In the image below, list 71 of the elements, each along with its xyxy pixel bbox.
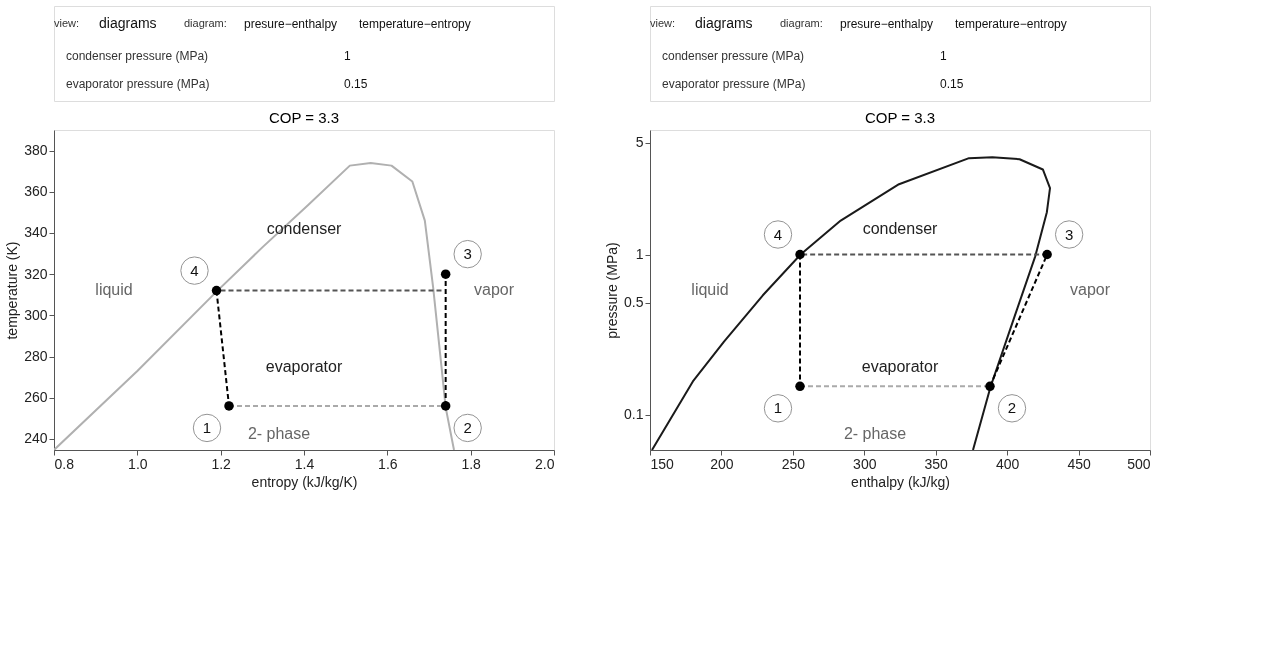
y-tick-label: 320 <box>24 265 48 282</box>
chart-title: COP = 3.3 <box>268 109 340 126</box>
annotation: 2 <box>1007 399 1017 417</box>
text: presure−enthalpy <box>244 17 338 31</box>
text: 0.15 <box>344 77 368 91</box>
annotation: liquid <box>95 281 133 298</box>
annotation: condenser <box>266 220 343 238</box>
y-tick-label: 1 <box>635 246 644 262</box>
x-tick-label: 1.8 <box>461 455 482 472</box>
x-tick-label: 2.0 <box>535 455 555 472</box>
x-tick-label: 450 <box>1067 455 1091 472</box>
text: diagram: <box>780 17 823 29</box>
annotation: evaporator <box>265 357 343 375</box>
x-tick-label: 1.6 <box>378 455 398 472</box>
text: 1 <box>344 49 351 63</box>
y-axis-title: pressure (MPa) <box>604 242 621 339</box>
x-tick-label: 300 <box>853 455 877 472</box>
x-tick-label: 200 <box>710 455 734 472</box>
line-series <box>54 161 455 450</box>
y-tick-label: 280 <box>24 348 48 365</box>
annotation: 4 <box>773 225 783 243</box>
y-tick-label: 360 <box>24 183 48 200</box>
y-tick-label: 240 <box>24 430 48 447</box>
annotation: 4 <box>190 261 199 279</box>
text: 1 <box>940 49 947 63</box>
annotation: 3 <box>463 245 472 263</box>
annotation: 1 <box>202 418 212 436</box>
x-tick-label: 1.2 <box>211 455 232 472</box>
text: temperature−entropy <box>955 17 1067 31</box>
x-tick-label: 350 <box>924 455 949 472</box>
y-tick-label: 0.1 <box>624 406 644 422</box>
annotation: vapor <box>1069 281 1111 298</box>
x-axis-title: entropy (kJ/kg/K) <box>251 473 358 490</box>
chart-title: COP = 3.3 <box>864 109 936 126</box>
y-tick-label: 340 <box>24 224 48 241</box>
text: evaporator pressure (MPa) <box>662 77 806 91</box>
x-tick-label: 1.4 <box>294 455 315 472</box>
text: view: <box>54 17 80 29</box>
x-tick-label: 0.8 <box>54 455 75 472</box>
annotation: 2- phase <box>247 425 311 442</box>
x-tick-label: 500 <box>1127 455 1151 472</box>
x-tick-label: 400 <box>995 455 1020 472</box>
text: evaporator pressure (MPa) <box>66 77 210 91</box>
text: diagrams <box>695 15 753 31</box>
y-axis-title: temperature (K) <box>4 241 21 340</box>
annotation: condenser <box>862 220 939 238</box>
text: condenser pressure (MPa) <box>66 49 209 63</box>
text: diagrams <box>99 15 157 31</box>
text: presure−enthalpy <box>840 17 934 31</box>
y-tick-label: 380 <box>24 142 48 159</box>
annotation: vapor <box>473 281 515 298</box>
x-tick-label: 150 <box>650 455 675 472</box>
annotation: evaporator <box>861 357 939 375</box>
text: condenser pressure (MPa) <box>662 49 805 63</box>
y-tick-label: 0.5 <box>624 294 644 311</box>
annotation: 2- phase <box>843 425 907 442</box>
y-tick-label: 300 <box>24 306 48 323</box>
annotation: 3 <box>1064 225 1074 243</box>
annotation: 2 <box>463 418 472 436</box>
text: view: <box>650 17 676 29</box>
annotation: 1 <box>773 399 783 417</box>
y-tick-label: 5 <box>635 134 644 151</box>
annotation: liquid <box>691 281 729 298</box>
x-tick-label: 250 <box>781 455 806 472</box>
line-series <box>651 156 1051 450</box>
x-tick-label: 1.0 <box>128 455 148 472</box>
y-tick-label: 260 <box>24 389 48 406</box>
text: 0.15 <box>940 77 964 91</box>
x-axis-title: enthalpy (kJ/kg) <box>851 473 950 490</box>
text: temperature−entropy <box>359 17 471 31</box>
text: diagram: <box>184 17 227 29</box>
